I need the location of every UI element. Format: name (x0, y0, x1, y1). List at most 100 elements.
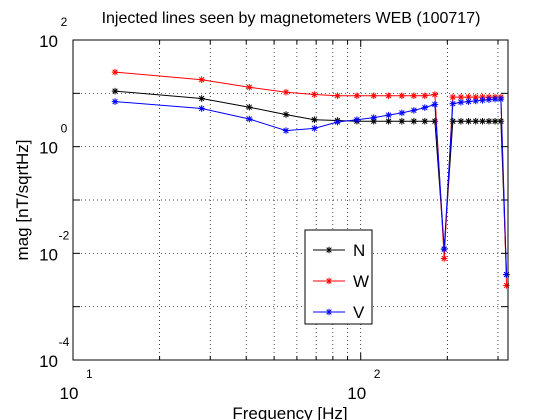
data-point-w (410, 92, 418, 100)
data-point-w (282, 88, 290, 96)
marker-stroke (498, 118, 504, 124)
marker-stroke (411, 118, 417, 124)
x-tick-exponent: 2 (374, 367, 381, 381)
data-point-v (198, 105, 205, 112)
data-point-v (353, 116, 361, 124)
legend-label-n: N (353, 241, 365, 260)
marker-stroke (246, 84, 253, 90)
marker-stroke (486, 96, 492, 103)
marker-stroke (472, 98, 479, 104)
legend: NWV (304, 229, 373, 325)
x-tick-exponent: 1 (86, 367, 93, 381)
marker-stroke (472, 118, 479, 124)
data-point-w (111, 68, 119, 76)
data-point-v (465, 98, 472, 105)
marker-stroke (458, 118, 464, 124)
marker-stroke (432, 101, 438, 108)
plot-area (73, 40, 508, 360)
marker-stroke (246, 104, 253, 110)
axis-ticks (73, 39, 508, 361)
marker-stroke (458, 99, 464, 105)
data-point-v (449, 100, 457, 107)
y-tick-exponent: 2 (61, 15, 68, 29)
marker-stroke (311, 91, 318, 98)
marker-stroke (422, 118, 428, 124)
legend-box (304, 229, 373, 325)
data-point-n (431, 117, 439, 125)
marker-stroke (283, 111, 289, 118)
data-point-w (353, 92, 361, 100)
marker-stroke (311, 116, 318, 123)
data-point-v (457, 98, 465, 106)
marker-stroke (354, 116, 360, 123)
marker-stroke (465, 98, 472, 105)
marker-stroke (422, 104, 428, 111)
data-point-n (385, 117, 392, 125)
data-point-n (111, 87, 119, 95)
marker-stroke (311, 125, 318, 132)
marker-stroke (371, 93, 377, 99)
marker-stroke (450, 100, 456, 107)
data-point-w (385, 92, 392, 100)
data-point-v (503, 271, 510, 278)
marker-stroke (498, 96, 504, 102)
marker-stroke (411, 93, 417, 99)
marker-stroke (385, 93, 392, 99)
marker-stroke (198, 105, 205, 112)
marker-stroke (334, 119, 341, 125)
data-point-n (491, 117, 499, 125)
data-point-v (398, 109, 406, 117)
data-point-n (421, 117, 429, 125)
marker-stroke (326, 278, 332, 284)
marker-stroke (371, 114, 377, 121)
data-point-n (282, 111, 290, 118)
data-point-n (457, 117, 465, 125)
marker-stroke (326, 247, 332, 253)
data-point-w (198, 76, 205, 84)
data-point-n (410, 117, 418, 125)
data-point-v (421, 104, 429, 111)
legend-label-v: V (353, 303, 365, 322)
marker-stroke (198, 95, 205, 102)
y-tick-exponent: 0 (61, 122, 68, 136)
data-point-v (479, 97, 486, 104)
legend-marker-v (325, 308, 333, 316)
chart-title: Injected lines seen by magnetometers WEB… (102, 10, 481, 27)
y-tick-label: 10 (39, 139, 58, 158)
data-point-w (431, 91, 439, 98)
data-point-v (282, 127, 290, 134)
marker-stroke (399, 93, 405, 99)
data-point-n (465, 117, 472, 125)
y-tick-exponent: -2 (59, 228, 70, 242)
data-point-v (491, 95, 499, 103)
marker-stroke (492, 118, 498, 124)
marker-stroke (450, 94, 456, 100)
data-point-v (431, 101, 439, 108)
marker-stroke (432, 91, 438, 98)
data-point-v (370, 114, 378, 121)
data-point-w (311, 91, 318, 98)
data-point-n (485, 117, 493, 125)
data-point-w (370, 92, 378, 100)
marker-stroke (246, 116, 253, 122)
marker-stroke (112, 98, 118, 105)
data-point-v (385, 111, 392, 119)
y-tick-label: 10 (39, 32, 58, 51)
data-point-v (410, 107, 418, 114)
marker-stroke (479, 97, 486, 104)
data-point-n (398, 117, 406, 125)
data-series-layer (111, 68, 510, 289)
data-point-w (465, 93, 472, 101)
x-axis-label: Frequency [Hz] (232, 404, 347, 420)
marker-stroke (458, 94, 464, 100)
data-point-w (440, 255, 448, 262)
data-point-v (472, 97, 480, 105)
data-point-n (449, 117, 457, 125)
data-point-v (497, 95, 505, 103)
data-point-n (246, 103, 253, 111)
legend-marker-n (325, 246, 333, 254)
marker-stroke (441, 255, 447, 262)
data-point-v (485, 96, 493, 103)
